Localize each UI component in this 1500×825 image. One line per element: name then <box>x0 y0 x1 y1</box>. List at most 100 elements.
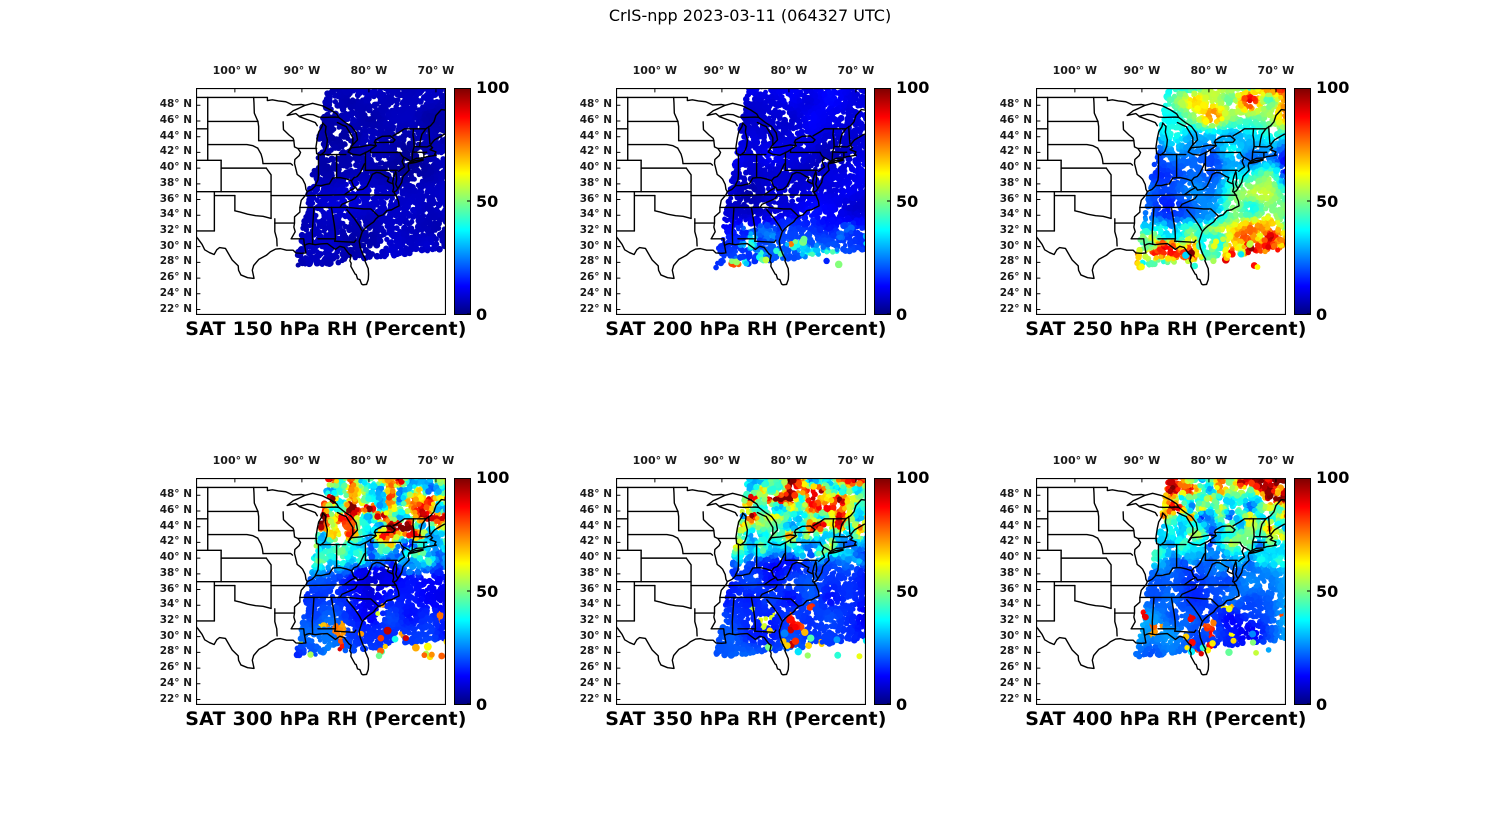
colorbar-tick-label: 100 <box>896 78 930 97</box>
lat-tick-label: 38° N <box>999 566 1032 579</box>
lat-tick-label: 24° N <box>579 676 612 689</box>
lat-tick-label: 42° N <box>159 535 192 548</box>
lon-tick-label: 100° W <box>632 454 678 467</box>
colorbar-350hpa <box>874 478 891 705</box>
lat-tick-label: 48° N <box>159 98 192 111</box>
lat-tick-label: 42° N <box>579 145 612 158</box>
lat-tick-label: 34° N <box>159 208 192 221</box>
lat-tick-label: 48° N <box>159 488 192 501</box>
lat-tick-label: 40° N <box>999 551 1032 564</box>
lat-tick-label: 36° N <box>999 192 1032 205</box>
lon-tick-label: 80° W <box>770 454 808 467</box>
lat-tick-label: 46° N <box>579 113 612 126</box>
lat-tick-label: 36° N <box>159 192 192 205</box>
lon-tick-label: 70° W <box>1257 64 1295 77</box>
lat-tick-label: 24° N <box>999 286 1032 299</box>
lat-tick-label: 38° N <box>579 176 612 189</box>
lat-tick-label: 26° N <box>579 661 612 674</box>
colorbar-tick-label: 0 <box>476 305 488 324</box>
lat-tick-label: 42° N <box>159 145 192 158</box>
lat-tick-label: 22° N <box>159 302 192 315</box>
panel-150hpa: 100° W 90° W 80° W 70° W 48° N 46° N 44° N 42° … <box>116 54 536 356</box>
panel-title-250hpa: SAT 250 hPa RH (Percent) <box>1025 318 1307 340</box>
lat-tick-label: 34° N <box>159 598 192 611</box>
lat-tick-label: 28° N <box>579 645 612 658</box>
colorbar-tick-label: 50 <box>896 581 919 601</box>
lat-tick-label: 44° N <box>999 129 1032 142</box>
lon-tick-label: 70° W <box>417 64 455 77</box>
lat-tick-label: 30° N <box>159 629 192 642</box>
lon-tick-label: 90° W <box>283 64 321 77</box>
lat-tick-label: 46° N <box>999 503 1032 516</box>
lat-tick-label: 36° N <box>579 582 612 595</box>
lat-tick-label: 42° N <box>999 145 1032 158</box>
lon-tick-label: 70° W <box>837 454 875 467</box>
lat-tick-label: 22° N <box>159 692 192 705</box>
lat-tick-label: 28° N <box>579 255 612 268</box>
colorbar-tick-label: 100 <box>476 78 510 97</box>
lon-tick-label: 100° W <box>1052 64 1098 77</box>
lat-tick-label: 26° N <box>999 661 1032 674</box>
map-canvas-350hpa <box>616 478 866 705</box>
panel-title-400hpa: SAT 400 hPa RH (Percent) <box>1025 708 1307 730</box>
lon-tick-label: 100° W <box>1052 454 1098 467</box>
lon-tick-label: 80° W <box>770 64 808 77</box>
lat-tick-label: 28° N <box>159 645 192 658</box>
lat-tick-label: 48° N <box>579 98 612 111</box>
lat-tick-label: 30° N <box>579 629 612 642</box>
lat-tick-label: 30° N <box>579 239 612 252</box>
colorbar-tick-label: 0 <box>476 695 488 714</box>
lat-tick-label: 30° N <box>999 629 1032 642</box>
lat-tick-label: 44° N <box>159 129 192 142</box>
panel-title-150hpa: SAT 150 hPa RH (Percent) <box>185 318 467 340</box>
colorbar-tick-label: 50 <box>476 191 499 211</box>
lat-tick-label: 40° N <box>159 551 192 564</box>
colorbar-tick-label: 50 <box>1316 191 1339 211</box>
lat-tick-label: 38° N <box>999 176 1032 189</box>
panel-200hpa: 100° W 90° W 80° W 70° W 48° N 46° N 44° N 42° … <box>536 54 956 356</box>
colorbar-300hpa <box>454 478 471 705</box>
lat-tick-label: 46° N <box>579 503 612 516</box>
lat-tick-label: 46° N <box>999 113 1032 126</box>
lat-tick-label: 40° N <box>159 161 192 174</box>
figure-title: CrIS-npp 2023-03-11 (064327 UTC) <box>608 6 892 25</box>
lat-tick-label: 26° N <box>159 661 192 674</box>
lat-tick-label: 28° N <box>999 255 1032 268</box>
panel-350hpa: 100° W 90° W 80° W 70° W 48° N 46° N 44° N 42° … <box>536 444 956 746</box>
colorbar-tick-label: 100 <box>476 468 510 487</box>
colorbar-150hpa <box>454 88 471 315</box>
lat-tick-label: 22° N <box>579 692 612 705</box>
lat-tick-label: 28° N <box>159 255 192 268</box>
lon-tick-label: 70° W <box>1257 454 1295 467</box>
lat-tick-label: 40° N <box>579 551 612 564</box>
panel-250hpa: 100° W 90° W 80° W 70° W 48° N 46° N 44° N 42° … <box>956 54 1376 356</box>
lon-tick-label: 80° W <box>350 64 388 77</box>
lat-tick-label: 32° N <box>579 223 612 236</box>
lon-tick-label: 90° W <box>703 454 741 467</box>
colorbar-tick-label: 50 <box>476 581 499 601</box>
colorbar-tick-label: 50 <box>1316 581 1339 601</box>
lat-tick-label: 32° N <box>999 223 1032 236</box>
lat-tick-label: 42° N <box>999 535 1032 548</box>
colorbar-400hpa <box>1294 478 1311 705</box>
lon-tick-label: 70° W <box>417 454 455 467</box>
map-canvas-150hpa <box>196 88 446 315</box>
lat-tick-label: 40° N <box>579 161 612 174</box>
lon-tick-label: 100° W <box>212 454 258 467</box>
colorbar-tick-label: 0 <box>896 305 908 324</box>
lat-tick-label: 46° N <box>159 113 192 126</box>
lat-tick-label: 46° N <box>159 503 192 516</box>
lat-tick-label: 38° N <box>579 566 612 579</box>
panel-300hpa: 100° W 90° W 80° W 70° W 48° N 46° N 44° N 42° … <box>116 444 536 746</box>
lat-tick-label: 48° N <box>999 98 1032 111</box>
lon-tick-label: 80° W <box>1190 454 1228 467</box>
lon-tick-label: 90° W <box>1123 454 1161 467</box>
lat-tick-label: 32° N <box>159 223 192 236</box>
lat-tick-label: 26° N <box>579 271 612 284</box>
lat-tick-label: 30° N <box>159 239 192 252</box>
panel-400hpa: 100° W 90° W 80° W 70° W 48° N 46° N 44° N 42° … <box>956 444 1376 746</box>
lat-tick-label: 24° N <box>159 286 192 299</box>
lat-tick-label: 30° N <box>999 239 1032 252</box>
map-canvas-400hpa <box>1036 478 1286 705</box>
